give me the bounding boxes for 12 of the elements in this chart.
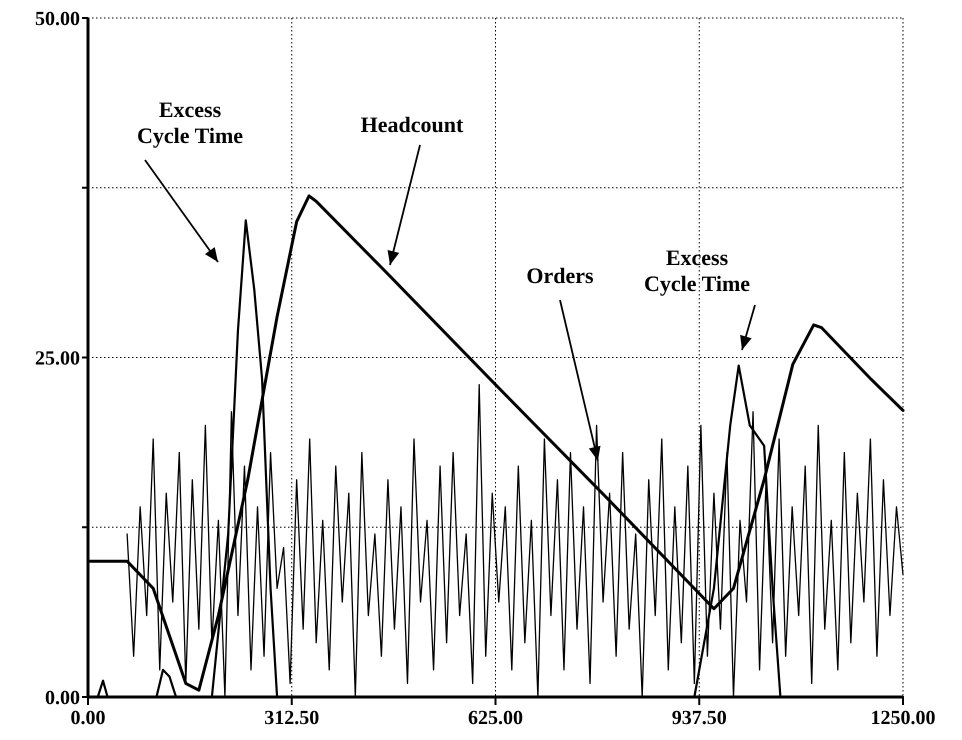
annotation: Headcount (360, 112, 464, 137)
y-tick-label: 25.00 (35, 348, 80, 370)
annotation: Excess Cycle Time (644, 245, 750, 296)
x-tick-label: 312.50 (264, 707, 320, 729)
y-tick-label: 0.00 (45, 687, 80, 709)
y-tick-label: 50.00 (35, 8, 80, 30)
x-tick-label: 937.50 (672, 707, 727, 729)
x-tick-label: 0.00 (70, 707, 106, 729)
x-tick-label: 1250.00 (870, 707, 936, 729)
annotation: Excess Cycle Time (136, 97, 244, 148)
annotation: Orders (526, 263, 594, 288)
x-tick-label: 625.00 (468, 707, 523, 729)
